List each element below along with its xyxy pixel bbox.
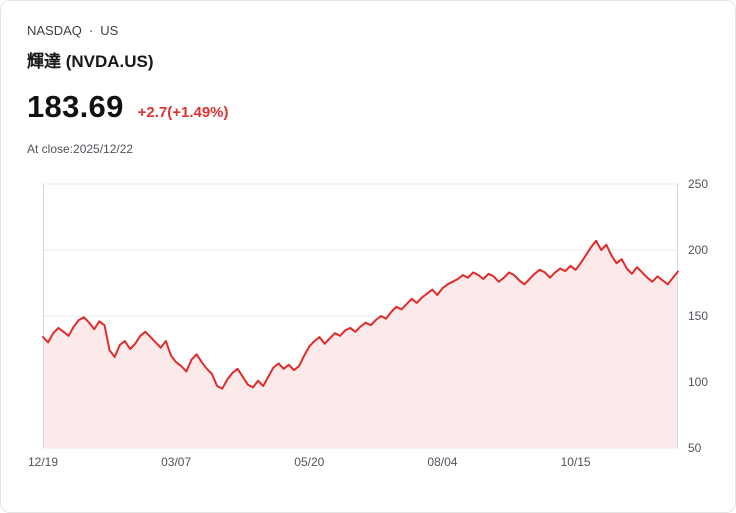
- price-line: 183.69 +2.7(+1.49%): [27, 89, 709, 125]
- quote-header: NASDAQ · US 輝達 (NVDA.US) 183.69 +2.7(+1.…: [1, 1, 735, 156]
- x-axis: 12/19 03/07 05/20 08/04 10/15: [28, 455, 678, 471]
- as-of-label: At close:2025/12/22: [27, 142, 134, 156]
- y-tick-label: 50: [688, 441, 702, 455]
- price-line: [42, 239, 679, 390]
- separator-dot: ·: [88, 23, 94, 38]
- y-tick-label: 200: [688, 243, 709, 257]
- price-area-fill: [43, 240, 678, 448]
- x-tick-label: 12/19: [27, 455, 59, 469]
- stock-title: 輝達 (NVDA.US): [27, 52, 154, 71]
- price-change: +2.7(+1.49%): [137, 104, 229, 121]
- price-chart-svg: [42, 183, 679, 449]
- x-tick-label: 10/15: [560, 455, 591, 469]
- y-tick-label: 100: [688, 375, 709, 389]
- y-tick-label: 150: [688, 309, 709, 323]
- y-tick-label: 250: [688, 177, 709, 191]
- exchange-line: NASDAQ · US: [27, 23, 709, 38]
- x-tick-label: 08/04: [427, 455, 458, 469]
- price-chart-plot: 50 100 150 200 250: [42, 177, 708, 455]
- x-tick-label: 03/07: [161, 455, 192, 469]
- region-label: US: [100, 23, 119, 38]
- exchange-label: NASDAQ: [27, 23, 82, 38]
- last-price: 183.69: [27, 89, 124, 124]
- x-tick-label: 05/20: [294, 455, 325, 469]
